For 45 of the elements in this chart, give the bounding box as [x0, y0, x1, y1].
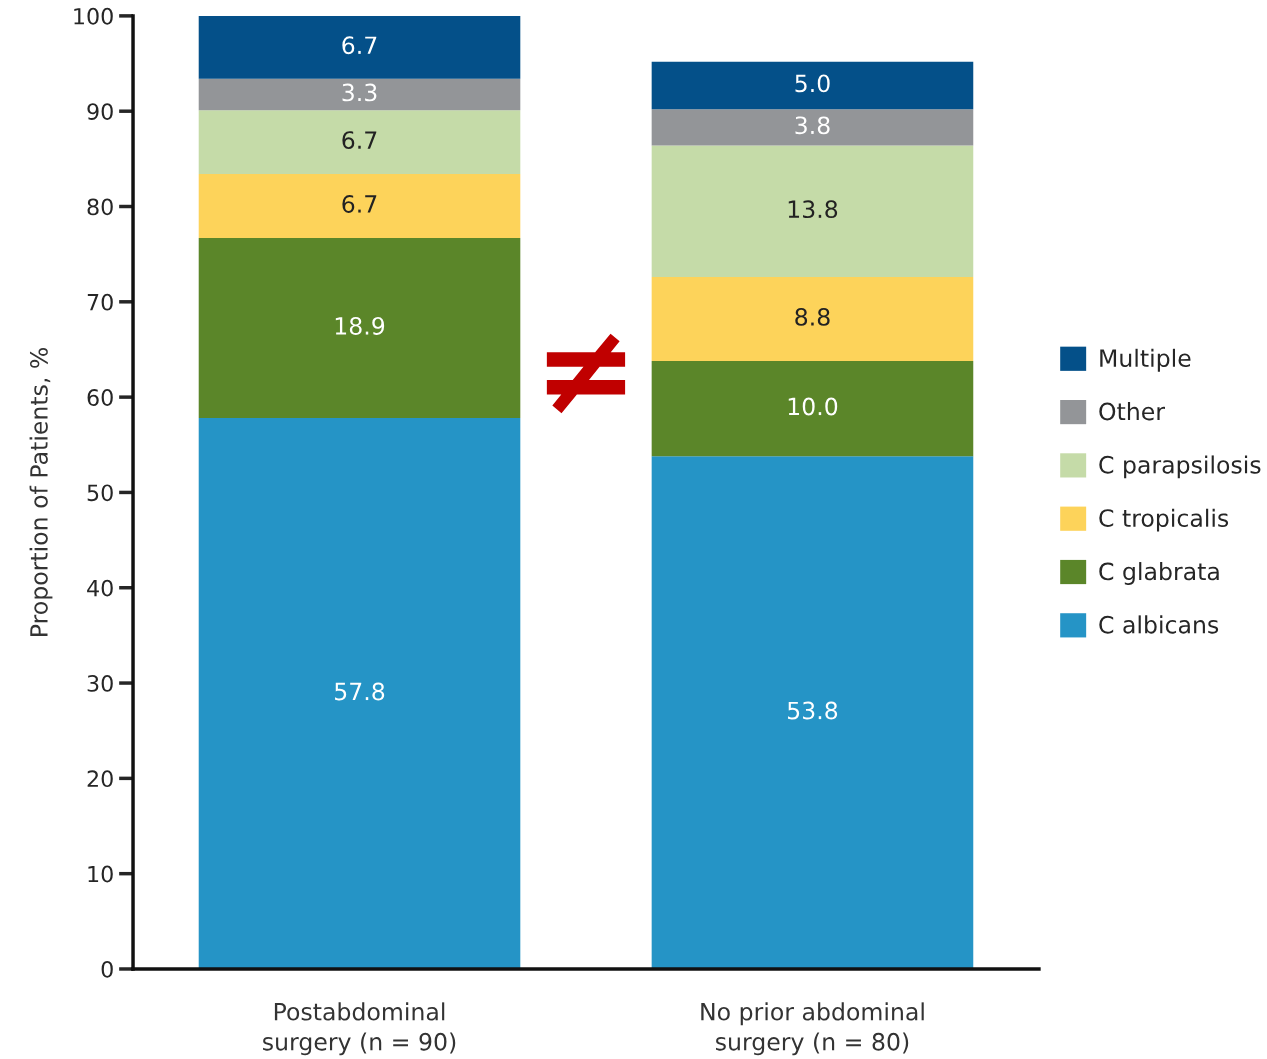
legend-label: C glabrata [1099, 562, 1219, 585]
text: 3.8 [795, 116, 830, 135]
y-tick-label: 60 [87, 389, 113, 406]
bar [651, 277, 974, 361]
text: 18.9 [335, 317, 385, 335]
text: 3.3 [342, 83, 377, 102]
legend-label: C tropicalis [1099, 508, 1229, 532]
y-tick-label: 0 [101, 960, 113, 978]
legend-label: C albicans [1099, 615, 1219, 634]
text: 53.8 [788, 701, 838, 720]
legend-label: Other [1099, 402, 1166, 421]
bar [198, 110, 521, 175]
y-tick-label: 70 [87, 293, 113, 311]
bar [198, 237, 521, 419]
y-tick-label: 40 [87, 579, 113, 597]
bar [651, 456, 974, 969]
bar [198, 418, 521, 969]
text: 10.0 [788, 397, 838, 416]
text: 13.8 [788, 200, 838, 219]
y-tick-label: 90 [87, 103, 113, 120]
x-tick-label: No prior abdominal surgery (n = 80) [701, 1002, 924, 1056]
legend-label: Multiple [1100, 348, 1191, 372]
bar [198, 78, 521, 111]
x-tick-label: Postabdominal surgery (n = 90) [263, 1002, 456, 1056]
y-tick-label: 10 [88, 865, 113, 883]
y-tick-label: 80 [87, 198, 113, 216]
y-tick-label: 100 [74, 7, 113, 25]
y-tick-label: 30 [87, 675, 113, 692]
annotation: ≠ [546, 333, 626, 414]
y-tick-label: 20 [87, 770, 113, 788]
text: 5.0 [795, 74, 830, 93]
bar [198, 15, 521, 79]
text: 6.7 [342, 36, 377, 55]
text: 6.7 [342, 131, 377, 150]
bar [651, 61, 974, 110]
bar [651, 109, 974, 146]
text: 57.8 [335, 682, 385, 701]
bar [651, 145, 974, 278]
bar [198, 174, 521, 238]
y-tick-label: 50 [87, 484, 113, 502]
text: 6.7 [342, 195, 377, 213]
legend-label: C parapsilosis [1099, 455, 1261, 479]
y-axis-title: Proportion of Patients, % [29, 347, 53, 636]
bar [651, 360, 974, 457]
text: 8.8 [795, 307, 830, 326]
